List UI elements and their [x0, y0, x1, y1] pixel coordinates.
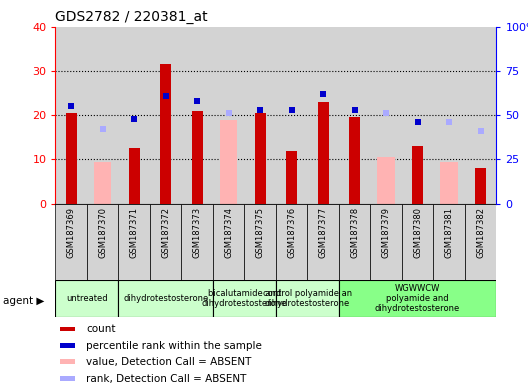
- Text: GSM187372: GSM187372: [161, 207, 170, 258]
- Text: percentile rank within the sample: percentile rank within the sample: [86, 341, 262, 351]
- Bar: [254, 113, 266, 204]
- Bar: [55, 280, 118, 317]
- Text: GSM187370: GSM187370: [98, 207, 107, 258]
- Text: rank, Detection Call = ABSENT: rank, Detection Call = ABSENT: [86, 374, 247, 384]
- Bar: [150, 27, 182, 204]
- Bar: [55, 27, 87, 204]
- Bar: [129, 148, 140, 204]
- Text: GSM187375: GSM187375: [256, 207, 265, 258]
- Bar: [370, 27, 402, 204]
- Bar: [465, 204, 496, 280]
- Text: control polyamide an
dihydrotestosterone: control polyamide an dihydrotestosterone: [263, 289, 352, 308]
- Text: agent ▶: agent ▶: [3, 296, 44, 306]
- Bar: [55, 204, 87, 280]
- Bar: [150, 204, 182, 280]
- Bar: [220, 120, 237, 204]
- Bar: [307, 27, 339, 204]
- Text: GDS2782 / 220381_at: GDS2782 / 220381_at: [55, 10, 208, 25]
- Bar: [213, 204, 244, 280]
- Bar: [118, 27, 150, 204]
- Text: GSM187379: GSM187379: [382, 207, 391, 258]
- Bar: [182, 204, 213, 280]
- Bar: [339, 280, 496, 317]
- Bar: [244, 204, 276, 280]
- Text: GSM187381: GSM187381: [445, 207, 454, 258]
- Bar: [160, 65, 171, 204]
- Text: GSM187380: GSM187380: [413, 207, 422, 258]
- Bar: [87, 27, 118, 204]
- Bar: [213, 280, 276, 317]
- Text: dihydrotestosterone: dihydrotestosterone: [123, 294, 208, 303]
- Bar: [118, 280, 213, 317]
- Text: GSM187371: GSM187371: [130, 207, 139, 258]
- Text: GSM187378: GSM187378: [350, 207, 359, 258]
- Bar: [60, 326, 76, 331]
- Bar: [276, 204, 307, 280]
- Bar: [402, 204, 433, 280]
- Bar: [60, 376, 76, 381]
- Text: value, Detection Call = ABSENT: value, Detection Call = ABSENT: [86, 357, 252, 367]
- Text: WGWWCW
polyamide and
dihydrotestosterone: WGWWCW polyamide and dihydrotestosterone: [375, 284, 460, 313]
- Text: GSM187382: GSM187382: [476, 207, 485, 258]
- Bar: [378, 157, 395, 204]
- Text: GSM187374: GSM187374: [224, 207, 233, 258]
- Bar: [182, 27, 213, 204]
- Bar: [65, 113, 77, 204]
- Bar: [307, 204, 339, 280]
- Text: GSM187376: GSM187376: [287, 207, 296, 258]
- Bar: [213, 27, 244, 204]
- Text: count: count: [86, 324, 116, 334]
- Text: GSM187377: GSM187377: [318, 207, 327, 258]
- Bar: [318, 102, 328, 204]
- Bar: [475, 168, 486, 204]
- Bar: [349, 118, 360, 204]
- Bar: [276, 280, 339, 317]
- Bar: [87, 204, 118, 280]
- Bar: [60, 343, 76, 348]
- Bar: [433, 204, 465, 280]
- Bar: [440, 162, 458, 204]
- Bar: [60, 359, 76, 364]
- Bar: [286, 151, 297, 204]
- Bar: [412, 146, 423, 204]
- Text: bicalutamide and
dihydrotestosterone: bicalutamide and dihydrotestosterone: [202, 289, 287, 308]
- Bar: [244, 27, 276, 204]
- Bar: [118, 204, 150, 280]
- Bar: [370, 204, 402, 280]
- Bar: [339, 204, 370, 280]
- Bar: [276, 27, 307, 204]
- Bar: [192, 111, 203, 204]
- Bar: [402, 27, 433, 204]
- Bar: [433, 27, 465, 204]
- Bar: [465, 27, 496, 204]
- Bar: [339, 27, 370, 204]
- Text: GSM187373: GSM187373: [193, 207, 202, 258]
- Text: GSM187369: GSM187369: [67, 207, 76, 258]
- Bar: [94, 162, 111, 204]
- Text: untreated: untreated: [66, 294, 108, 303]
